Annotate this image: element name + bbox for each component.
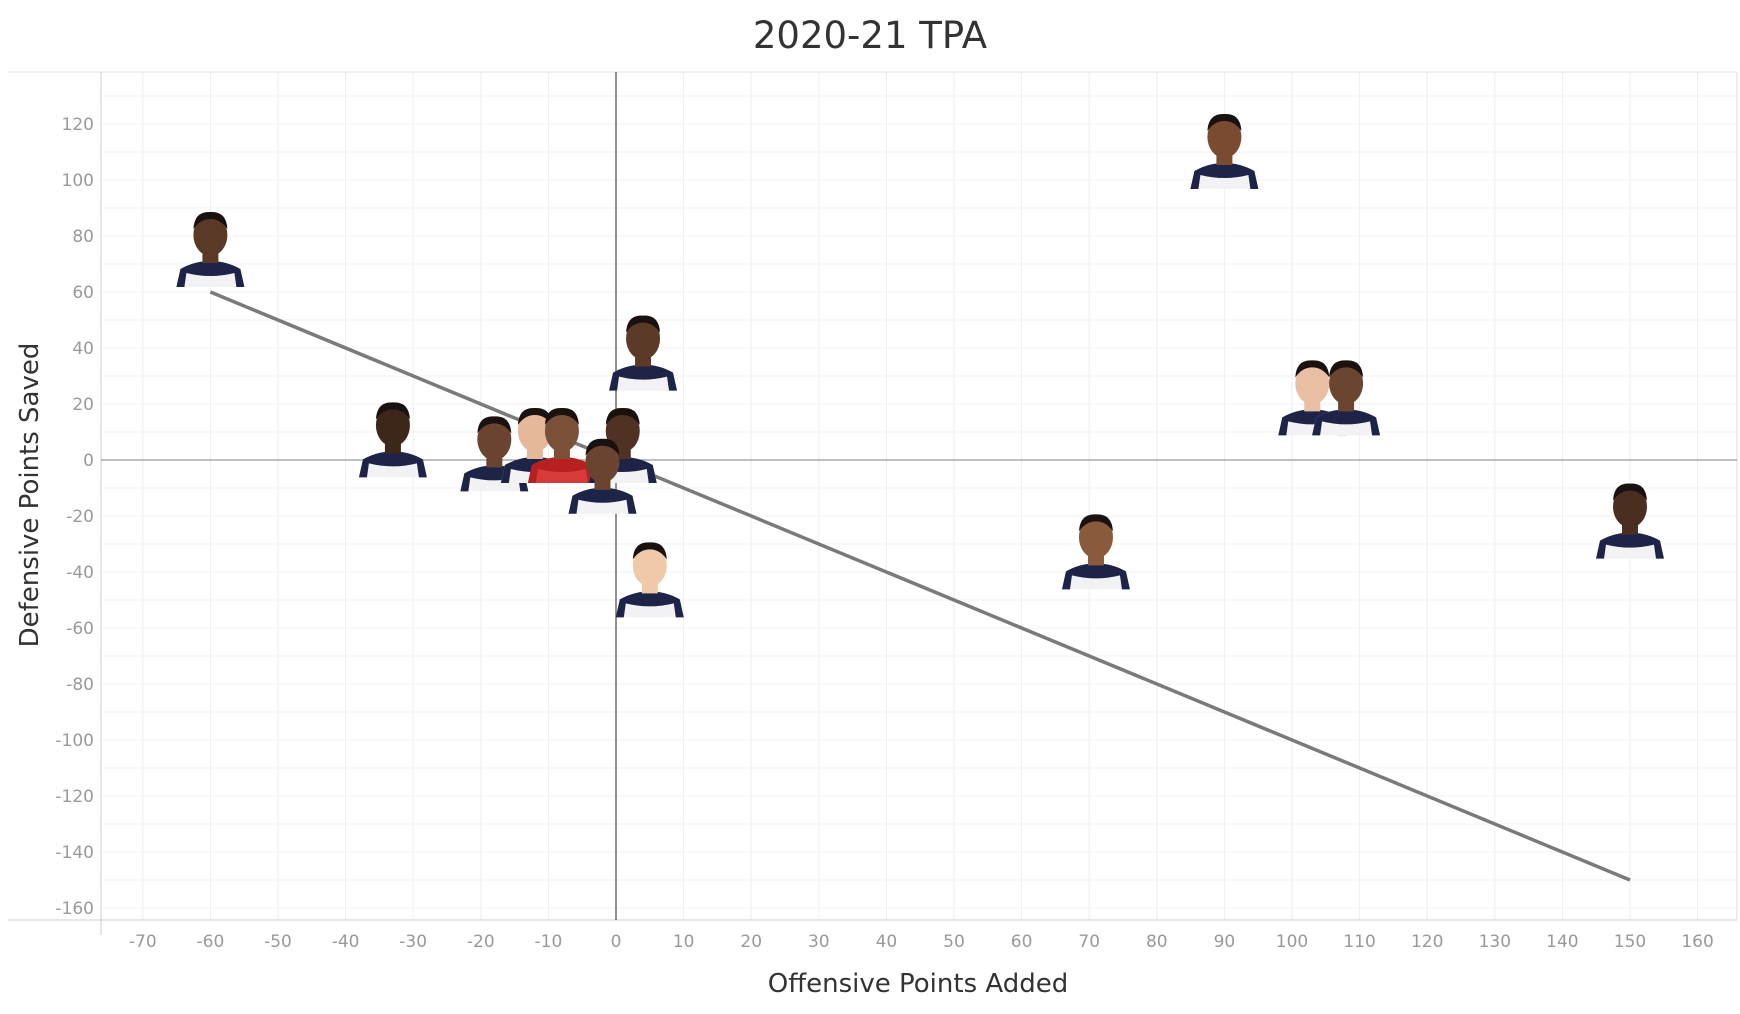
player-headshot-marker: [358, 402, 427, 478]
face: [477, 418, 512, 461]
jersey-trim: [1312, 409, 1381, 436]
player-headshot-marker: [1312, 360, 1381, 436]
x-tick-label: -40: [332, 932, 360, 952]
x-tick-label: 0: [611, 932, 622, 952]
y-tick-label: 100: [62, 171, 94, 191]
x-tick-label: 100: [1276, 932, 1308, 952]
y-tick-label: 40: [72, 339, 94, 359]
hair: [517, 407, 552, 425]
hair: [375, 402, 410, 420]
x-tick-label: 30: [808, 932, 830, 952]
face: [1329, 362, 1364, 405]
face: [1295, 362, 1330, 405]
face: [1207, 116, 1242, 158]
hair: [477, 416, 512, 434]
jersey-trim: [176, 261, 245, 287]
hair: [1295, 360, 1330, 378]
y-tick-label: -140: [55, 843, 94, 863]
face: [632, 544, 667, 587]
y-tick-label: 20: [72, 395, 94, 415]
x-tick-label: 60: [1011, 932, 1033, 952]
x-tick-label: 50: [943, 932, 965, 952]
face: [1078, 516, 1113, 559]
hair: [626, 315, 661, 333]
x-tick-label: 90: [1214, 932, 1236, 952]
y-tick-label: -100: [55, 731, 94, 751]
y-tick-label: -20: [66, 507, 94, 527]
hair: [1329, 360, 1364, 378]
x-tick-label: 150: [1614, 932, 1646, 952]
hair: [585, 438, 620, 456]
x-tick-label: -50: [264, 932, 292, 952]
hair: [605, 407, 640, 425]
y-tick-label: 120: [62, 115, 94, 135]
player-headshot-marker: [1596, 483, 1664, 559]
x-tick-label: -20: [467, 932, 495, 952]
jersey-trim: [1061, 563, 1130, 590]
x-tick-label: 10: [673, 932, 695, 952]
jersey-trim: [1596, 532, 1664, 559]
x-tick-label: 120: [1411, 932, 1443, 952]
x-tick-label: -30: [399, 932, 427, 952]
x-tick-label: 80: [1146, 932, 1168, 952]
y-tick-label: -60: [66, 619, 94, 639]
hair: [1613, 483, 1647, 501]
x-tick-label: 130: [1479, 932, 1511, 952]
y-tick-label: -80: [66, 675, 94, 695]
player-headshot-marker: [527, 407, 596, 483]
face: [626, 317, 661, 360]
face: [193, 214, 228, 256]
x-tick-label: 20: [740, 932, 762, 952]
x-tick-label: -10: [535, 932, 563, 952]
x-tick-label: 110: [1343, 932, 1375, 952]
jersey-trim: [527, 457, 596, 483]
hair: [632, 542, 667, 560]
face: [605, 410, 640, 452]
face: [544, 410, 579, 452]
player-headshot-marker: [176, 211, 245, 287]
player-headshot-marker: [568, 438, 637, 514]
x-tick-label: 40: [876, 932, 898, 952]
x-tick-label: 160: [1681, 932, 1713, 952]
face: [517, 410, 552, 452]
y-tick-label: -40: [66, 563, 94, 583]
hair: [1207, 113, 1242, 131]
player-headshot-marker: [1190, 113, 1259, 189]
x-tick-label: 70: [1078, 932, 1100, 952]
jersey-trim: [1190, 163, 1259, 189]
jersey-trim: [609, 364, 678, 391]
y-axis-title: Defensive Points Saved: [15, 343, 45, 648]
y-tick-label: -160: [55, 899, 94, 919]
jersey-trim: [615, 591, 684, 618]
face: [375, 404, 410, 447]
y-tick-label: 0: [83, 451, 94, 471]
x-axis-title: Offensive Points Added: [768, 969, 1068, 999]
hair: [193, 211, 228, 229]
hair: [1078, 514, 1113, 532]
y-tick-label: 60: [72, 283, 94, 303]
hair: [544, 407, 579, 425]
jersey-trim: [568, 487, 637, 514]
player-headshot-marker: [1061, 514, 1130, 590]
face: [1613, 485, 1647, 528]
player-headshot-marker: [609, 315, 678, 391]
x-tick-label: -70: [129, 932, 157, 952]
trend-line: [209, 290, 1631, 882]
player-headshot-marker: [615, 542, 684, 618]
jersey-trim: [358, 451, 427, 478]
x-tick-label: -60: [197, 932, 225, 952]
y-tick-label: -120: [55, 787, 94, 807]
face: [585, 440, 620, 483]
y-tick-label: 80: [72, 227, 94, 247]
x-tick-label: 140: [1546, 932, 1578, 952]
chart-title: 2020-21 TPA: [752, 14, 988, 57]
